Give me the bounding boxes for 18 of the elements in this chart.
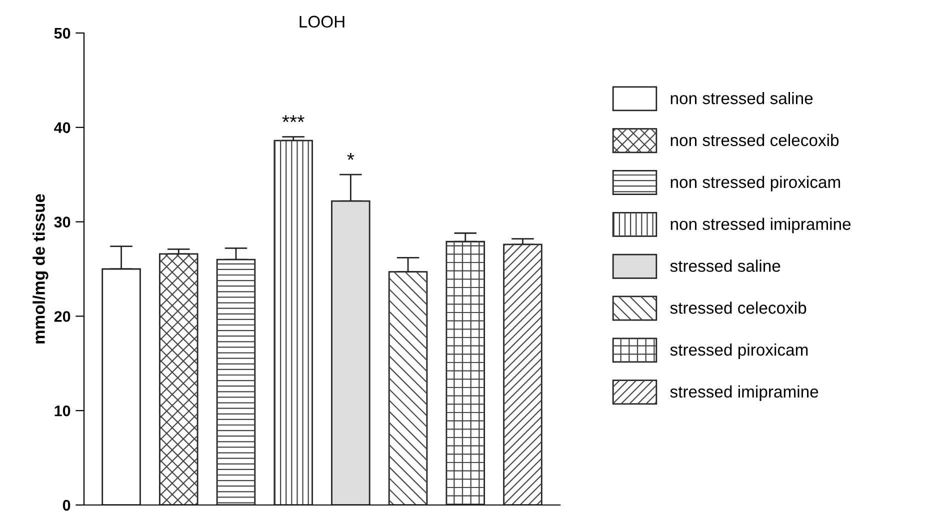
y-tick-label: 40 — [54, 122, 70, 134]
y-tick-label: 10 — [54, 405, 70, 416]
legend-label: non stressed saline — [670, 92, 813, 104]
legend-label: non stressed celecoxib — [670, 134, 839, 146]
legend-label: stressed saline — [670, 260, 780, 272]
y-tick-label: 0 — [62, 500, 70, 511]
y-axis-title: mmol/mg de tissue — [32, 194, 48, 344]
legend-label: stressed imipramine — [670, 385, 818, 401]
y-tick-label: 20 — [54, 311, 70, 322]
annotation: * — [347, 153, 354, 160]
chart-title: LOOH — [300, 16, 344, 28]
legend-label: stressed piroxicam — [670, 343, 808, 360]
annotation: *** — [282, 115, 304, 122]
y-tick-label: 30 — [54, 216, 70, 228]
legend-label: non stressed imipramine — [670, 218, 851, 234]
legend-label: stressed celecoxib — [670, 302, 806, 314]
legend-label: non stressed piroxicam — [670, 176, 840, 192]
y-tick-label: 50 — [54, 28, 70, 39]
